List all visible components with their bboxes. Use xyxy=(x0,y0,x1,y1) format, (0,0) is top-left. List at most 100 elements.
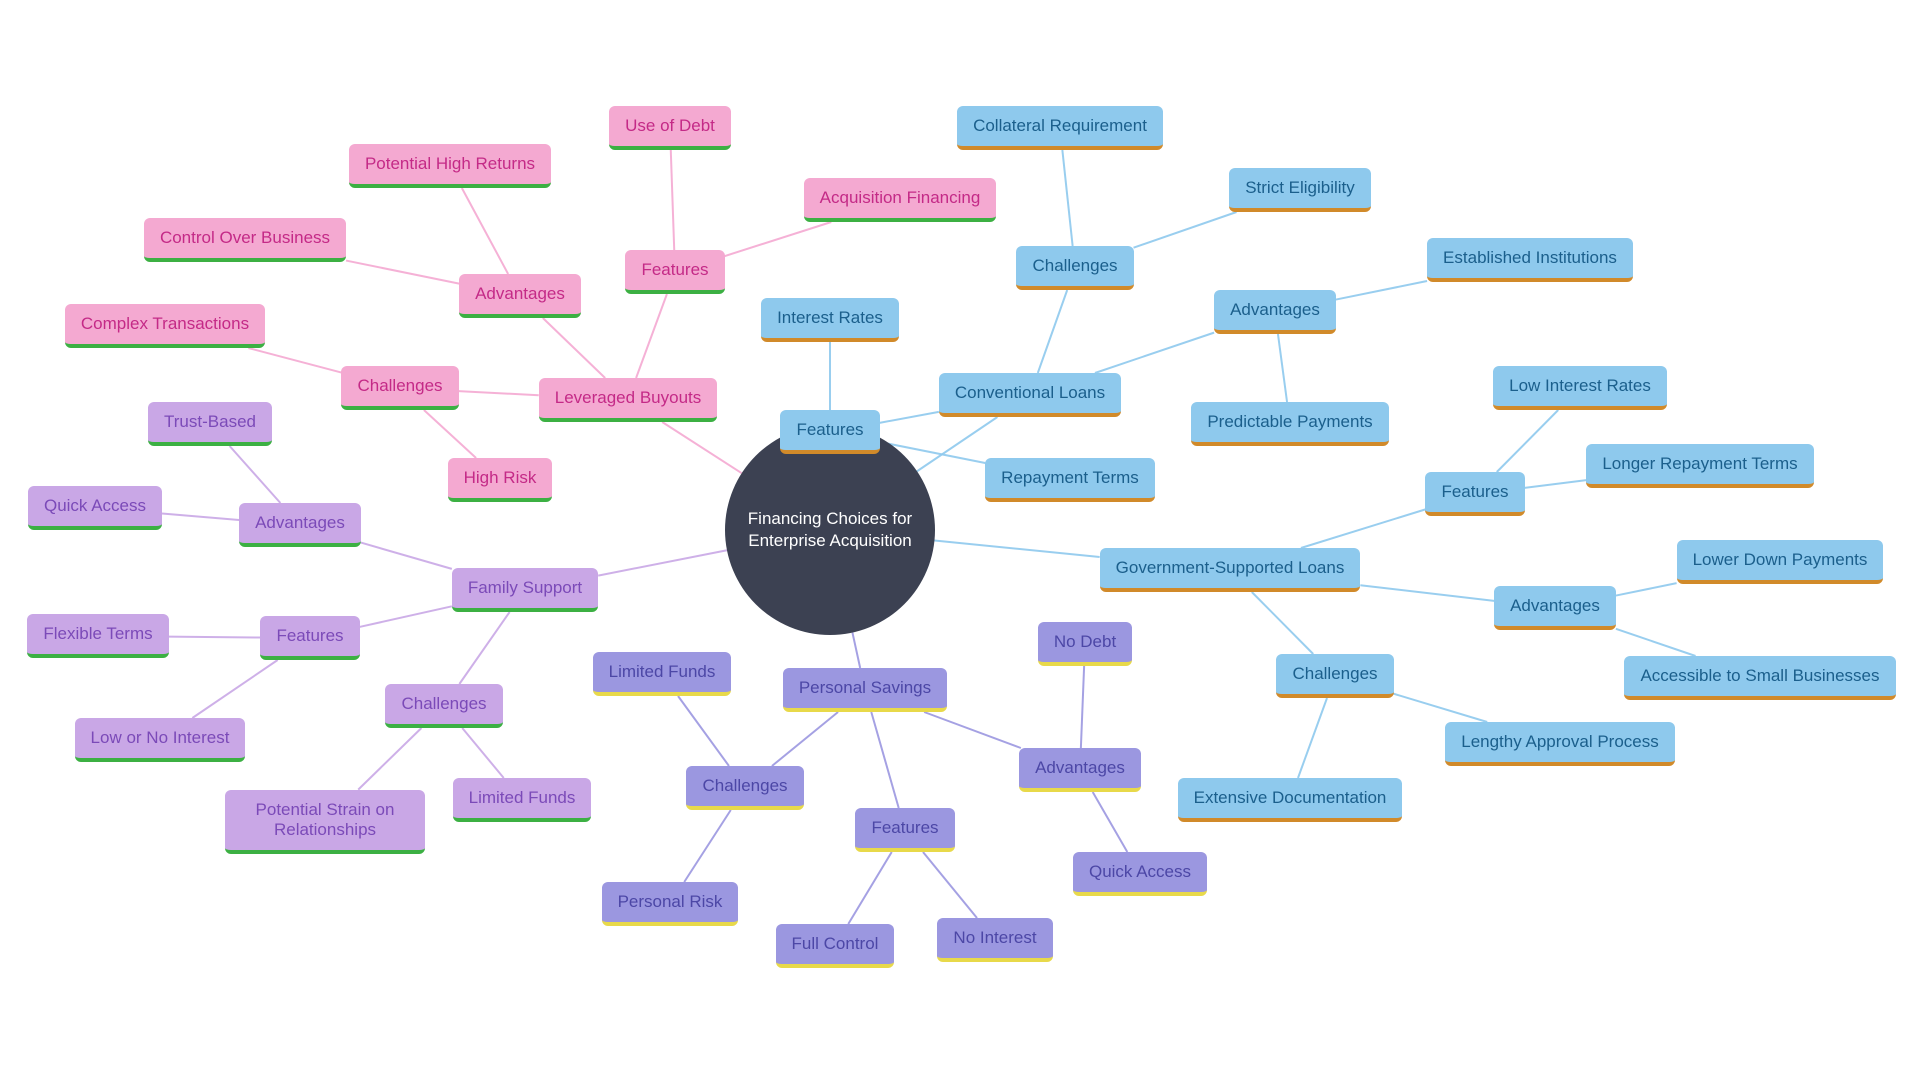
edge-lbo_chal-lbo_chal_hr xyxy=(424,410,476,458)
node-lbo_feat_ud: Use of Debt xyxy=(609,106,731,150)
node-fam_chal_lf: Limited Funds xyxy=(453,778,592,822)
edge-ps_adv-ps_adv_qa xyxy=(1093,792,1128,852)
edge-fam-fam_feat xyxy=(360,606,452,627)
node-conv_adv: Advantages xyxy=(1214,290,1336,334)
edge-ps_adv-ps_adv_nd xyxy=(1081,666,1084,748)
edge-ps_chal-ps_chal_lf xyxy=(678,696,729,766)
node-fam_feat: Features xyxy=(260,616,359,660)
node-ps_feat_fc: Full Control xyxy=(776,924,895,968)
edge-fam-fam_chal xyxy=(459,612,509,684)
node-gov_feat_lrt: Longer Repayment Terms xyxy=(1586,444,1813,488)
edge-CENTER-gov xyxy=(934,540,1099,557)
node-gov_adv_asb: Accessible to Small Businesses xyxy=(1624,656,1895,700)
edge-gov_adv-gov_adv_asb xyxy=(1616,629,1696,656)
node-conv_adv_pp: Predictable Payments xyxy=(1191,402,1388,446)
node-ps: Personal Savings xyxy=(783,668,947,712)
node-gov_chal: Challenges xyxy=(1276,654,1393,698)
node-conv: Conventional Loans xyxy=(939,373,1121,417)
node-gov_adv: Advantages xyxy=(1494,586,1616,630)
node-gov: Government-Supported Loans xyxy=(1100,548,1361,592)
edge-lbo-lbo_chal xyxy=(459,391,539,395)
edge-CENTER-fam xyxy=(598,550,727,575)
node-ps_adv: Advantages xyxy=(1019,748,1141,792)
edge-gov_feat-gov_feat_lrt xyxy=(1525,480,1587,488)
edge-gov_chal-gov_chal_lap xyxy=(1394,694,1488,722)
node-fam_chal: Challenges xyxy=(385,684,502,728)
node-conv_chal: Challenges xyxy=(1016,246,1133,290)
node-fam_feat_ft: Flexible Terms xyxy=(27,614,168,658)
edge-CENTER-lbo xyxy=(662,422,742,473)
node-lbo_adv: Advantages xyxy=(459,274,581,318)
edge-fam_chal-fam_chal_ps xyxy=(358,728,421,790)
node-fam: Family Support xyxy=(452,568,598,612)
edge-fam_feat-fam_feat_ft xyxy=(169,637,261,638)
node-ps_adv_nd: No Debt xyxy=(1038,622,1132,666)
edge-gov-gov_feat xyxy=(1301,509,1426,548)
center-node: Financing Choices for Enterprise Acquisi… xyxy=(725,425,935,635)
edge-lbo-lbo_feat xyxy=(636,294,667,378)
edge-ps_chal-ps_chal_pr xyxy=(684,810,731,882)
edge-ps_feat-ps_feat_fc xyxy=(848,852,891,924)
node-lbo_chal_ct: Complex Transactions xyxy=(65,304,265,348)
edge-CENTER-ps xyxy=(852,633,860,668)
node-gov_chal_lap: Lengthy Approval Process xyxy=(1445,722,1675,766)
node-lbo_feat: Features xyxy=(625,250,724,294)
edge-ps-ps_feat xyxy=(871,712,898,808)
edge-conv-conv_chal xyxy=(1038,290,1067,373)
edge-lbo-lbo_adv xyxy=(543,318,605,378)
edge-gov-gov_chal xyxy=(1252,592,1313,654)
edge-fam_feat-fam_feat_ln xyxy=(192,660,277,718)
node-gov_feat: Features xyxy=(1425,472,1524,516)
node-fam_adv_tb: Trust-Based xyxy=(148,402,272,446)
node-fam_adv: Advantages xyxy=(239,503,361,547)
center-label: Financing Choices for Enterprise Acquisi… xyxy=(745,508,915,552)
node-gov_chal_ed: Extensive Documentation xyxy=(1178,778,1403,822)
edge-ps-ps_adv xyxy=(924,712,1021,748)
node-conv_feat_ir: Interest Rates xyxy=(761,298,899,342)
edge-lbo_feat-lbo_feat_af xyxy=(725,222,832,256)
edge-ps-ps_chal xyxy=(772,712,838,766)
edge-lbo_feat-lbo_feat_ud xyxy=(671,150,674,250)
node-conv_feat: Features xyxy=(780,410,879,454)
node-lbo_feat_af: Acquisition Financing xyxy=(804,178,997,222)
node-lbo_chal: Challenges xyxy=(341,366,458,410)
node-ps_chal: Challenges xyxy=(686,766,803,810)
node-lbo_chal_hr: High Risk xyxy=(448,458,553,502)
node-ps_adv_qa: Quick Access xyxy=(1073,852,1207,896)
edge-gov_adv-gov_adv_ldp xyxy=(1616,583,1677,595)
node-conv_chal_se: Strict Eligibility xyxy=(1229,168,1371,212)
edge-fam_chal-fam_chal_lf xyxy=(462,728,503,778)
edge-fam_adv-fam_adv_qa xyxy=(162,514,239,520)
node-gov_feat_lir: Low Interest Rates xyxy=(1493,366,1667,410)
edge-gov_chal-gov_chal_ed xyxy=(1298,698,1327,778)
node-fam_feat_ln: Low or No Interest xyxy=(75,718,246,762)
node-conv_adv_ei: Established Institutions xyxy=(1427,238,1633,282)
edge-conv-conv_feat xyxy=(880,412,939,423)
node-fam_chal_ps: Potential Strain on Relationships xyxy=(225,790,425,855)
node-ps_feat_ni: No Interest xyxy=(937,918,1052,962)
edge-gov-gov_adv xyxy=(1360,585,1494,601)
node-lbo_adv_phr: Potential High Returns xyxy=(349,144,551,188)
edge-lbo_chal-lbo_chal_ct xyxy=(248,348,341,373)
node-conv_chal_cr: Collateral Requirement xyxy=(957,106,1163,150)
edge-ps_feat-ps_feat_ni xyxy=(923,852,977,918)
edge-conv_adv-conv_adv_ei xyxy=(1336,281,1427,300)
node-fam_adv_qa: Quick Access xyxy=(28,486,162,530)
mindmap-canvas: Financing Choices for Enterprise Acquisi… xyxy=(0,0,1920,1080)
edge-fam_adv-fam_adv_tb xyxy=(230,446,281,503)
edge-gov_feat-gov_feat_lir xyxy=(1497,410,1558,472)
node-ps_chal_lf: Limited Funds xyxy=(593,652,732,696)
node-conv_feat_rt: Repayment Terms xyxy=(985,458,1155,502)
edge-conv_adv-conv_adv_pp xyxy=(1278,334,1287,402)
edge-lbo_adv-lbo_adv_cob xyxy=(346,261,459,284)
edge-lbo_adv-lbo_adv_phr xyxy=(462,188,508,274)
node-lbo_adv_cob: Control Over Business xyxy=(144,218,346,262)
node-ps_chal_pr: Personal Risk xyxy=(602,882,739,926)
edge-fam-fam_adv xyxy=(361,543,452,569)
edge-conv_chal-conv_chal_cr xyxy=(1062,150,1072,246)
node-ps_feat: Features xyxy=(855,808,954,852)
edge-conv-conv_adv xyxy=(1095,333,1214,373)
node-gov_adv_ldp: Lower Down Payments xyxy=(1677,540,1884,584)
edge-conv_chal-conv_chal_se xyxy=(1134,212,1237,248)
node-lbo: Leveraged Buyouts xyxy=(539,378,718,422)
